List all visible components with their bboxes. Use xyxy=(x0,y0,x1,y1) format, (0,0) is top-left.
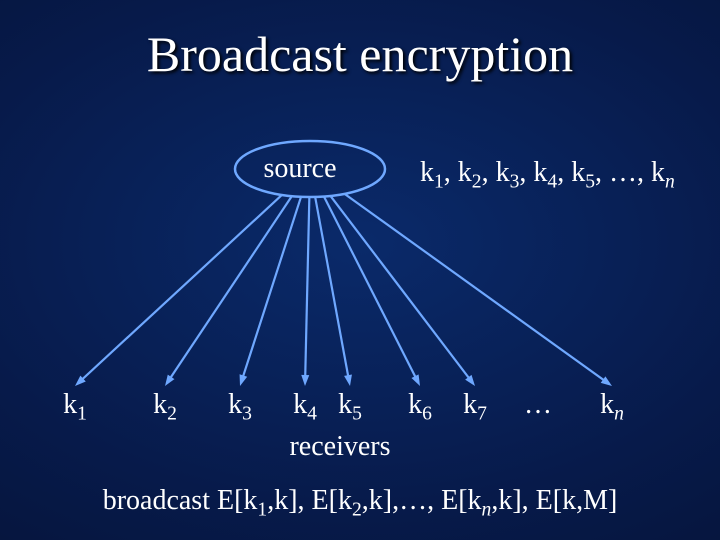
receiver-key-label: k2 xyxy=(125,389,205,421)
arrowhead-icon xyxy=(240,374,248,386)
broadcast-arrow xyxy=(315,197,349,380)
arrowhead-icon xyxy=(411,374,420,386)
receiver-key-label: … xyxy=(498,389,578,421)
broadcast-arrow xyxy=(330,196,471,381)
arrowhead-icon xyxy=(165,375,174,386)
broadcast-arrow xyxy=(305,197,309,379)
broadcast-arrow xyxy=(345,194,607,382)
receiver-key-label: k1 xyxy=(35,389,115,421)
broadcast-expression: broadcast E[k1,k], E[k2,k],…, E[kn,k], E… xyxy=(0,485,720,517)
slide-stage: Broadcast encryption source k1, k2, k3, … xyxy=(0,0,720,540)
source-label: source xyxy=(200,153,400,185)
receivers-caption: receivers xyxy=(220,431,460,463)
receiver-key-label: k5 xyxy=(310,389,390,421)
arrowhead-icon xyxy=(344,374,352,386)
slide-title: Broadcast encryption xyxy=(0,25,720,83)
arrowhead-icon xyxy=(301,375,309,386)
broadcast-arrow xyxy=(324,197,417,381)
receiver-key-label: kn xyxy=(572,389,652,421)
source-key-list: k1, k2, k3, k4, k5, …, kn xyxy=(420,157,675,189)
broadcast-arrow xyxy=(169,196,292,380)
